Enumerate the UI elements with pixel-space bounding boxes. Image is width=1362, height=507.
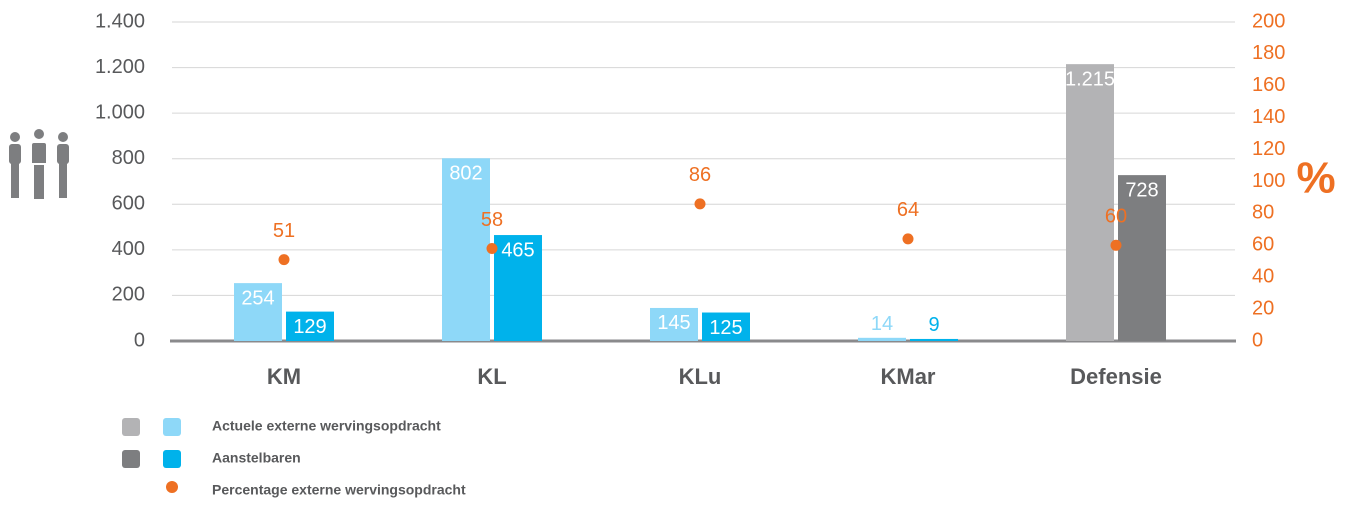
bar bbox=[858, 337, 906, 341]
y2-tick-label: 60 bbox=[1252, 234, 1274, 256]
value-label: 9 bbox=[928, 314, 939, 336]
bar bbox=[1118, 175, 1166, 341]
legend-label: Percentage externe wervingsopdracht bbox=[212, 482, 466, 498]
percentage-dot bbox=[902, 233, 914, 245]
percentage-dot bbox=[694, 198, 706, 210]
y2-tick-label: 20 bbox=[1252, 297, 1274, 319]
percentage-dot bbox=[1110, 239, 1122, 251]
x-tick-label: KMar bbox=[880, 364, 935, 389]
y-tick-label: 600 bbox=[112, 193, 145, 215]
y-tick-label: 0 bbox=[134, 329, 145, 351]
percentage-dot bbox=[486, 242, 498, 254]
value-label: 254 bbox=[241, 287, 274, 309]
y2-tick-label: 100 bbox=[1252, 170, 1285, 192]
bar bbox=[650, 307, 698, 341]
bar bbox=[702, 312, 750, 341]
x-tick-label: Defensie bbox=[1070, 364, 1162, 389]
value-label: 145 bbox=[657, 312, 690, 334]
bar bbox=[910, 338, 958, 341]
x-tick-label: KLu bbox=[679, 364, 722, 389]
y2-tick-label: 120 bbox=[1252, 138, 1285, 160]
x-tick-label: KL bbox=[477, 364, 506, 389]
percentage-label: 64 bbox=[897, 199, 919, 221]
people-icon bbox=[9, 127, 69, 201]
legend-swatch bbox=[122, 418, 140, 436]
value-label: 14 bbox=[871, 313, 893, 335]
value-label: 1.215 bbox=[1065, 68, 1115, 90]
percentage-label: 51 bbox=[273, 220, 295, 242]
y-tick-label: 800 bbox=[112, 147, 145, 169]
legend-label: Actuele externe wervingsopdracht bbox=[212, 418, 441, 434]
y2-tick-label: 80 bbox=[1252, 202, 1274, 224]
percentage-label: 58 bbox=[481, 209, 503, 231]
y2-tick-label: 160 bbox=[1252, 74, 1285, 96]
y-tick-label: 400 bbox=[112, 238, 145, 260]
bar bbox=[494, 235, 542, 341]
legend-swatch bbox=[163, 450, 181, 468]
y2-tick-label: 40 bbox=[1252, 265, 1274, 287]
bar bbox=[442, 158, 490, 341]
y-tick-label: 1.200 bbox=[95, 56, 145, 78]
value-label: 728 bbox=[1125, 179, 1158, 201]
x-tick-label: KM bbox=[267, 364, 301, 389]
legend-label: Aanstelbaren bbox=[212, 450, 301, 466]
legend-swatch bbox=[122, 450, 140, 468]
y2-axis-label: % bbox=[1296, 154, 1335, 203]
bar bbox=[286, 311, 334, 341]
y2-tick-label: 180 bbox=[1252, 42, 1285, 64]
legend-swatch bbox=[166, 481, 178, 493]
value-label: 129 bbox=[293, 316, 326, 338]
y-tick-label: 1.000 bbox=[95, 101, 145, 123]
bar bbox=[1066, 64, 1114, 342]
bar bbox=[234, 283, 282, 341]
percentage-label: 60 bbox=[1105, 206, 1127, 228]
y2-tick-label: 140 bbox=[1252, 106, 1285, 128]
y-tick-label: 1.400 bbox=[95, 10, 145, 32]
value-label: 465 bbox=[501, 239, 534, 261]
y-tick-label: 200 bbox=[112, 284, 145, 306]
percentage-dot bbox=[278, 254, 290, 266]
y2-tick-label: 0 bbox=[1252, 329, 1263, 351]
legend-swatch bbox=[163, 418, 181, 436]
value-label: 802 bbox=[449, 163, 482, 185]
percentage-label: 86 bbox=[689, 164, 711, 186]
y2-tick-label: 200 bbox=[1252, 10, 1285, 32]
value-label: 125 bbox=[709, 317, 742, 339]
